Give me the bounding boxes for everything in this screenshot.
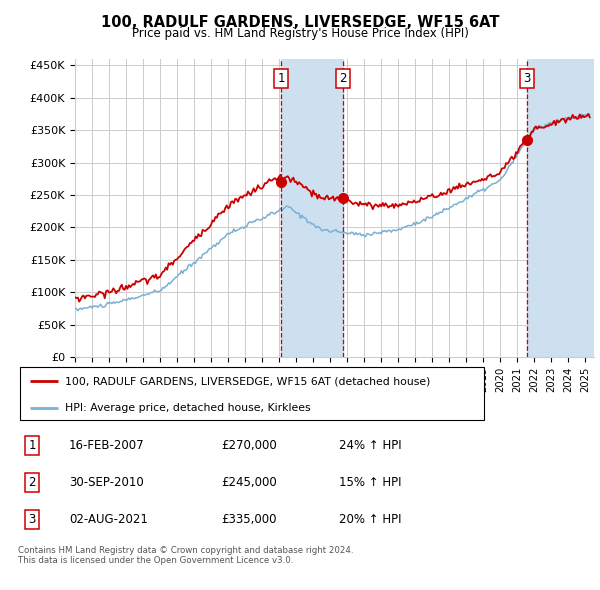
Text: 30-SEP-2010: 30-SEP-2010 xyxy=(69,476,143,489)
Text: £270,000: £270,000 xyxy=(221,439,277,452)
Text: £245,000: £245,000 xyxy=(221,476,277,489)
Text: HPI: Average price, detached house, Kirklees: HPI: Average price, detached house, Kirk… xyxy=(65,403,310,413)
Text: Price paid vs. HM Land Registry's House Price Index (HPI): Price paid vs. HM Land Registry's House … xyxy=(131,27,469,40)
Text: 3: 3 xyxy=(28,513,36,526)
Text: 16-FEB-2007: 16-FEB-2007 xyxy=(69,439,145,452)
Text: 20% ↑ HPI: 20% ↑ HPI xyxy=(340,513,402,526)
Text: 2: 2 xyxy=(28,476,36,489)
Text: 02-AUG-2021: 02-AUG-2021 xyxy=(69,513,148,526)
Text: 24% ↑ HPI: 24% ↑ HPI xyxy=(340,439,402,452)
Text: 100, RADULF GARDENS, LIVERSEDGE, WF15 6AT: 100, RADULF GARDENS, LIVERSEDGE, WF15 6A… xyxy=(101,15,499,30)
Text: £335,000: £335,000 xyxy=(221,513,277,526)
FancyBboxPatch shape xyxy=(20,368,484,420)
Text: 1: 1 xyxy=(277,72,285,85)
Text: 1: 1 xyxy=(28,439,36,452)
Bar xyxy=(281,59,343,357)
Text: 100, RADULF GARDENS, LIVERSEDGE, WF15 6AT (detached house): 100, RADULF GARDENS, LIVERSEDGE, WF15 6A… xyxy=(65,376,430,386)
Text: 15% ↑ HPI: 15% ↑ HPI xyxy=(340,476,402,489)
Text: 3: 3 xyxy=(524,72,531,85)
Text: 2: 2 xyxy=(339,72,347,85)
Bar xyxy=(527,59,594,357)
Text: Contains HM Land Registry data © Crown copyright and database right 2024.
This d: Contains HM Land Registry data © Crown c… xyxy=(18,546,353,565)
